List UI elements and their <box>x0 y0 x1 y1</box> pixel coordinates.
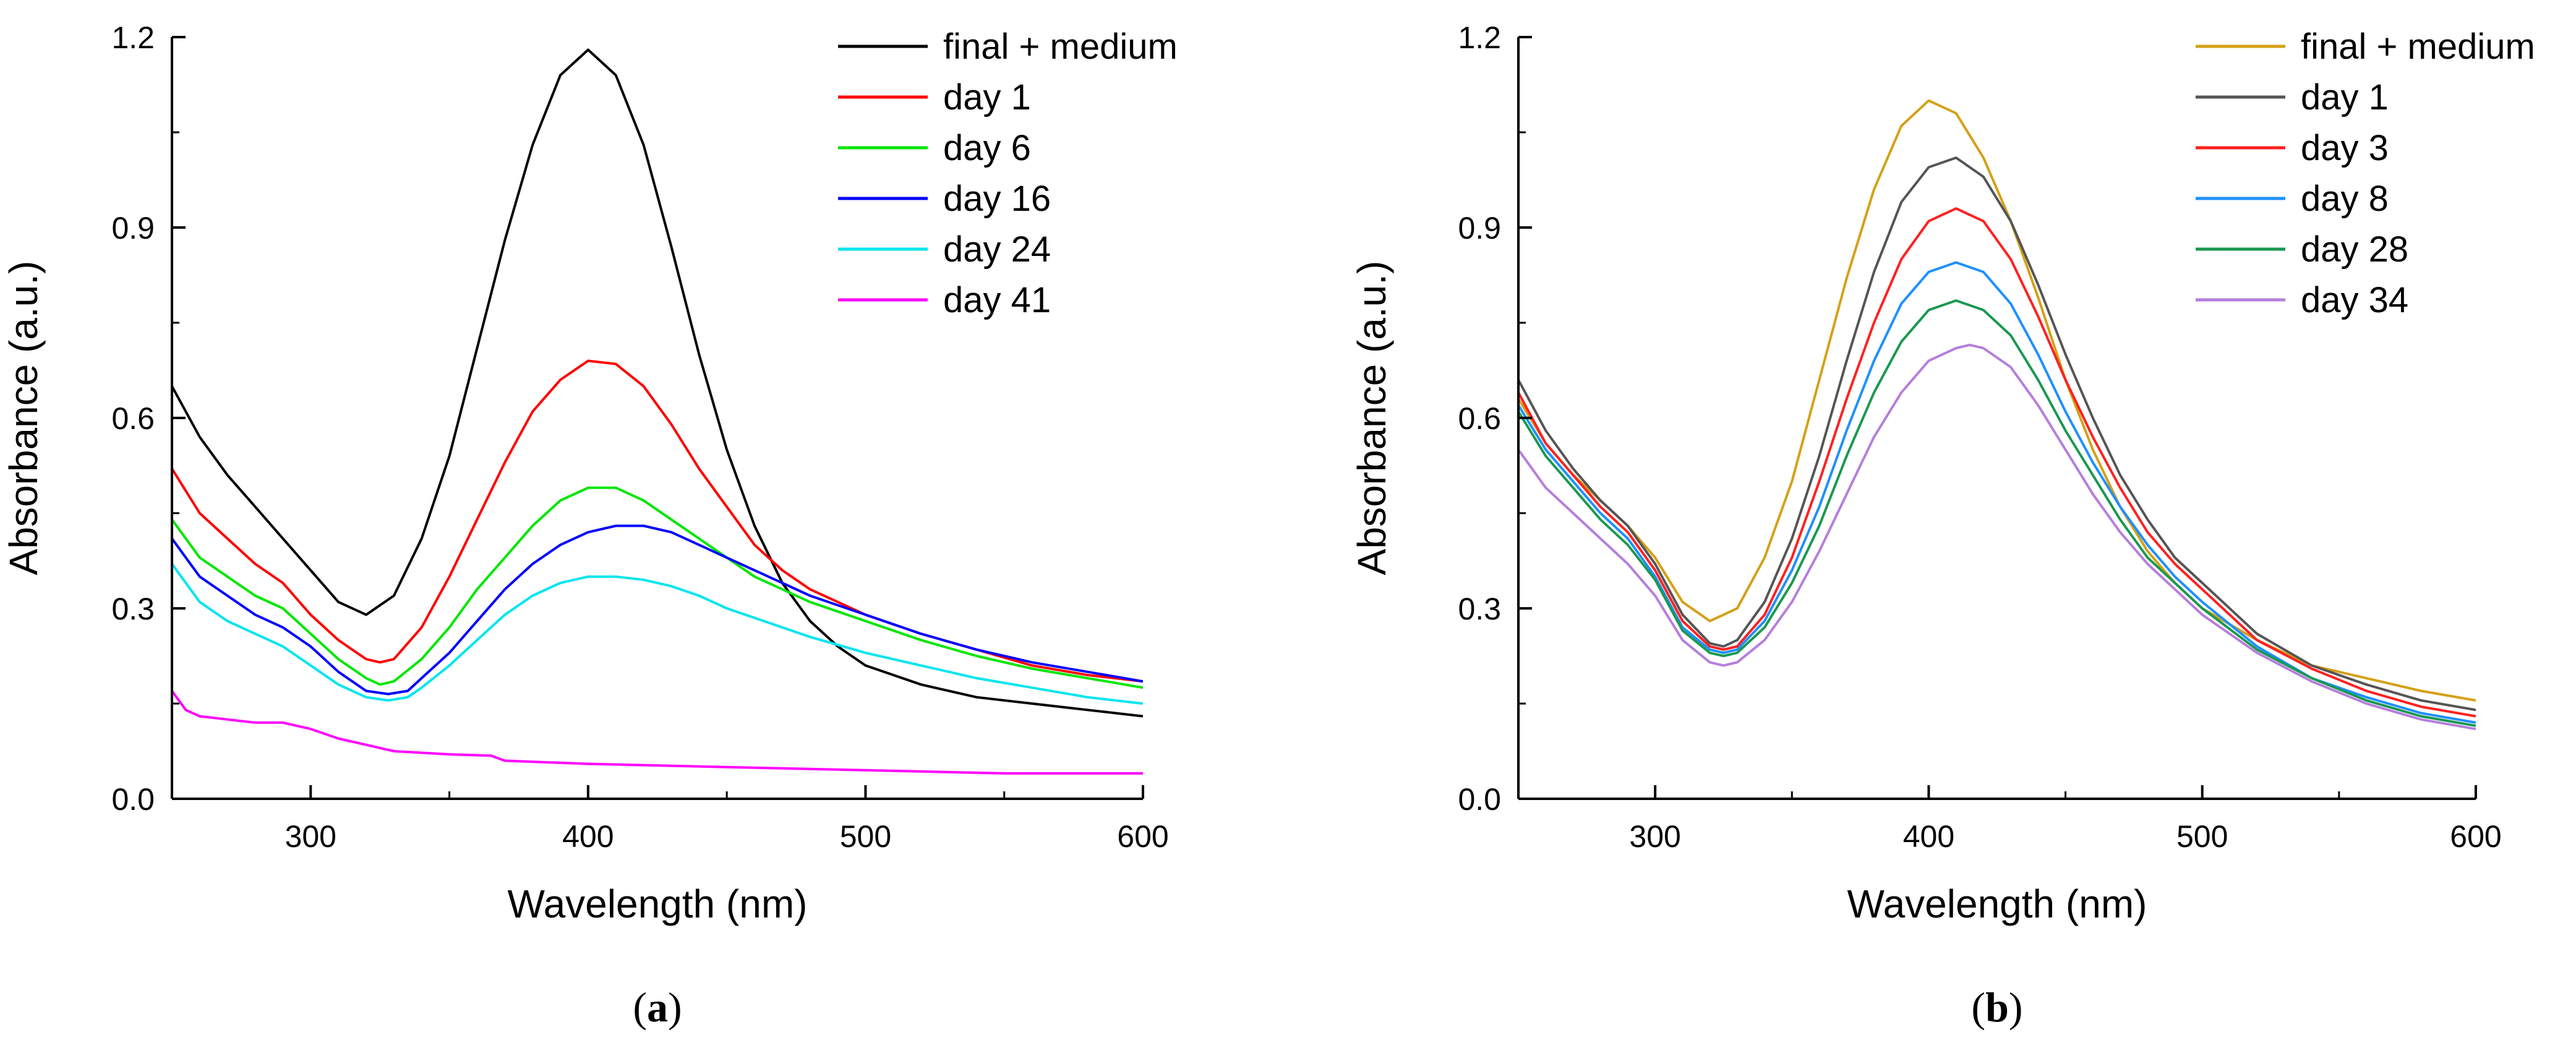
legend-entry-label: day 24 <box>943 229 1051 270</box>
legend-entry-label: day 3 <box>2301 128 2389 168</box>
x-tick-label: 400 <box>1903 819 1954 854</box>
panel-label: (b) <box>1971 984 2022 1031</box>
legend-entry-label: final + medium <box>943 27 1178 67</box>
legend-entry-label: day 6 <box>943 128 1031 168</box>
y-tick-label: 0.0 <box>111 782 155 817</box>
series-line-day-1 <box>1518 156 2476 712</box>
legend-entry-label: final + medium <box>2301 27 2535 67</box>
legend-entry-label: day 1 <box>943 77 1031 117</box>
y-axis-title: Absorbance (a.u.) <box>1350 261 1394 576</box>
x-tick-label: 600 <box>2450 819 2501 854</box>
plot-area <box>1518 99 2476 731</box>
x-tick-label: 300 <box>1629 819 1680 854</box>
x-axis-title: Wavelength (nm) <box>1847 882 2147 926</box>
series-line-final-medium <box>172 48 1143 718</box>
y-tick-label: 0.3 <box>111 592 155 626</box>
legend-entry-label: day 41 <box>943 280 1051 320</box>
series-line-day-3 <box>1518 207 2476 718</box>
y-tick-label: 0.3 <box>1458 592 1501 626</box>
panel-label-letter: b <box>1985 984 2009 1031</box>
panel-label-letter: a <box>647 984 668 1031</box>
series-line-day-6 <box>172 486 1143 689</box>
x-tick-label: 500 <box>2176 819 2228 854</box>
legend-entry-label: day 16 <box>943 179 1051 219</box>
legend-entry-label: day 1 <box>2301 77 2389 117</box>
y-tick-label: 0.9 <box>1458 211 1501 245</box>
series-line-day-41 <box>172 690 1143 775</box>
series-line-day-8 <box>1518 261 2476 724</box>
x-tick-label: 600 <box>1117 819 1168 854</box>
y-tick-label: 1.2 <box>111 20 155 55</box>
legend-entry-label: day 34 <box>2301 280 2408 320</box>
y-tick-label: 0.6 <box>111 401 155 436</box>
series-line-day-16 <box>172 524 1143 696</box>
x-tick-label: 400 <box>562 819 614 854</box>
x-tick-label: 500 <box>840 819 891 854</box>
x-axis-title: Wavelength (nm) <box>508 882 808 926</box>
y-tick-label: 0.9 <box>111 211 155 245</box>
y-tick-label: 0.6 <box>1458 401 1501 436</box>
legend-entry-label: day 28 <box>2301 229 2408 270</box>
plot-area <box>172 48 1143 775</box>
panel-label: (a) <box>633 984 682 1031</box>
series-line-day-34 <box>1518 343 2476 731</box>
legend-entry-label: day 8 <box>2301 179 2389 219</box>
y-tick-label: 1.2 <box>1458 20 1501 55</box>
x-tick-label: 300 <box>285 819 336 854</box>
y-tick-label: 0.0 <box>1458 782 1501 817</box>
chart-panel-b: 300 400 500 600 0.0 0.3 0.6 0.9 1.2 Wavelength (n… <box>1350 20 2535 1031</box>
y-axis-title: Absorbance (a.u.) <box>1 261 46 576</box>
series-line-day-24 <box>172 563 1143 705</box>
chart-panel-a: 300 400 500 600 0.0 0.3 0.6 0.9 1.2 Wavelength (n… <box>1 20 1178 1031</box>
series-line-day-1 <box>172 359 1143 683</box>
series-line-day-28 <box>1518 299 2476 727</box>
